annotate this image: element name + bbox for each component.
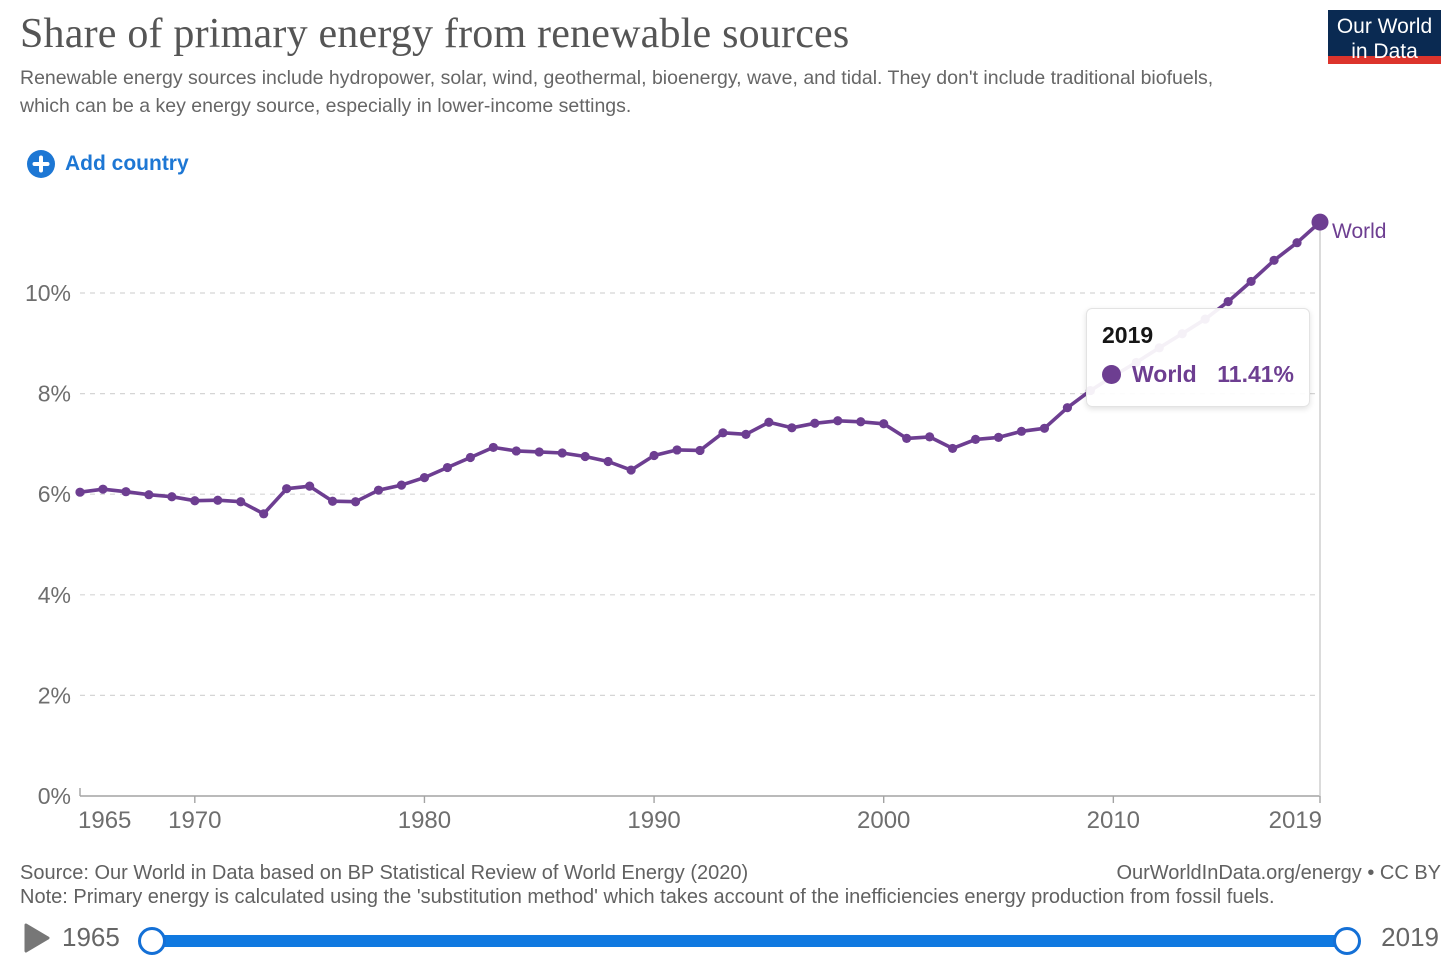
x-axis-tick-label: 2000 [857,807,910,834]
data-point[interactable] [947,443,958,454]
data-point[interactable] [236,497,246,507]
data-point[interactable] [190,496,200,506]
data-point[interactable] [603,456,613,467]
source-text: Source: Our World in Data based on BP St… [20,862,749,884]
data-point[interactable] [1269,255,1279,265]
data-point[interactable] [373,485,384,495]
add-country-button[interactable]: Add country [27,150,189,178]
data-point[interactable] [75,487,85,497]
y-axis-tick-label: 0% [38,783,71,809]
data-point[interactable] [305,481,315,491]
timeline-start-handle[interactable] [138,927,166,955]
data-point[interactable] [534,447,544,457]
data-point[interactable] [902,433,912,443]
tooltip-year: 2019 [1102,322,1154,348]
y-axis-tick-label: 4% [38,582,71,608]
data-point[interactable] [741,429,751,439]
x-axis-tick-label: 2019 [1269,807,1322,834]
data-point[interactable] [1223,296,1233,307]
data-point[interactable] [167,492,177,502]
data-point[interactable] [1016,426,1027,436]
x-axis-tick-label: 1965 [78,807,131,834]
data-point[interactable] [672,445,682,455]
data-point[interactable] [695,445,705,456]
end-point[interactable] [1311,213,1329,231]
x-axis-tick-label: 1980 [398,807,451,834]
chart-subtitle: Renewable energy sources include hydropo… [20,67,1214,117]
data-point[interactable] [213,495,223,505]
owid-logo-line1: Our World [1336,15,1433,38]
data-point[interactable] [327,496,338,506]
plus-icon [27,150,55,178]
add-country-label: Add country [65,152,189,175]
data-point[interactable] [833,416,843,426]
data-point[interactable] [925,432,935,442]
data-point[interactable] [350,497,361,507]
chart-tooltip: 2019 World 11.41% [1086,308,1310,407]
y-axis-tick-label: 8% [38,381,71,407]
data-point[interactable] [511,446,521,456]
data-point[interactable] [856,417,866,427]
data-point[interactable] [419,473,430,483]
data-point[interactable] [144,490,154,500]
series-dot-icon [1102,365,1121,384]
series-end-label: World [1332,220,1386,243]
timeline-start-year: 1965 [62,922,120,952]
data-point[interactable] [1039,423,1050,433]
data-point[interactable] [626,465,636,475]
x-axis-tick-label: 2010 [1087,807,1140,834]
owid-logo-line2: in Data [1351,40,1418,63]
y-axis-tick-label: 2% [38,682,71,708]
data-point[interactable] [764,417,774,427]
data-point[interactable] [465,452,475,463]
data-point[interactable] [557,448,567,458]
play-icon [24,923,50,953]
timeline-end-handle[interactable] [1333,927,1361,955]
timeline: 1965 2019 [0,920,1456,960]
data-point[interactable] [1292,238,1302,248]
page-title: Share of primary energy from renewable s… [20,11,850,57]
owid-logo: Our World in Data [1328,10,1441,64]
x-axis-tick-label: 1990 [627,807,680,834]
data-point[interactable] [259,509,269,519]
y-axis-tick-label: 6% [38,481,71,507]
note-text: Note: Primary energy is calculated using… [20,886,1275,908]
attribution-link[interactable]: OurWorldInData.org/energy • CC BY [1116,862,1441,884]
tooltip-value: 11.41% [1217,361,1294,387]
data-point[interactable] [396,480,407,490]
data-point[interactable] [282,484,292,494]
play-button[interactable] [24,923,50,953]
timeline-track[interactable] [138,927,1361,955]
data-point[interactable] [488,442,498,453]
y-axis-tick-label: 10% [25,280,71,306]
tooltip-entity: World [1132,361,1197,387]
data-point[interactable] [442,462,453,473]
data-point[interactable] [98,484,108,494]
data-point[interactable] [1246,276,1256,287]
data-point[interactable] [121,487,131,497]
tooltip-series-row: World 11.41% [1102,361,1294,388]
data-point[interactable] [879,419,889,429]
x-axis-tick-label: 1970 [168,807,221,834]
data-point[interactable] [580,451,590,462]
timeline-end-year: 2019 [1381,922,1439,952]
data-point[interactable] [1062,403,1073,413]
data-point[interactable] [649,450,659,461]
data-point[interactable] [993,432,1004,442]
data-point[interactable] [787,423,797,433]
data-point[interactable] [810,418,820,428]
data-point[interactable] [718,428,728,438]
data-point[interactable] [970,434,981,444]
